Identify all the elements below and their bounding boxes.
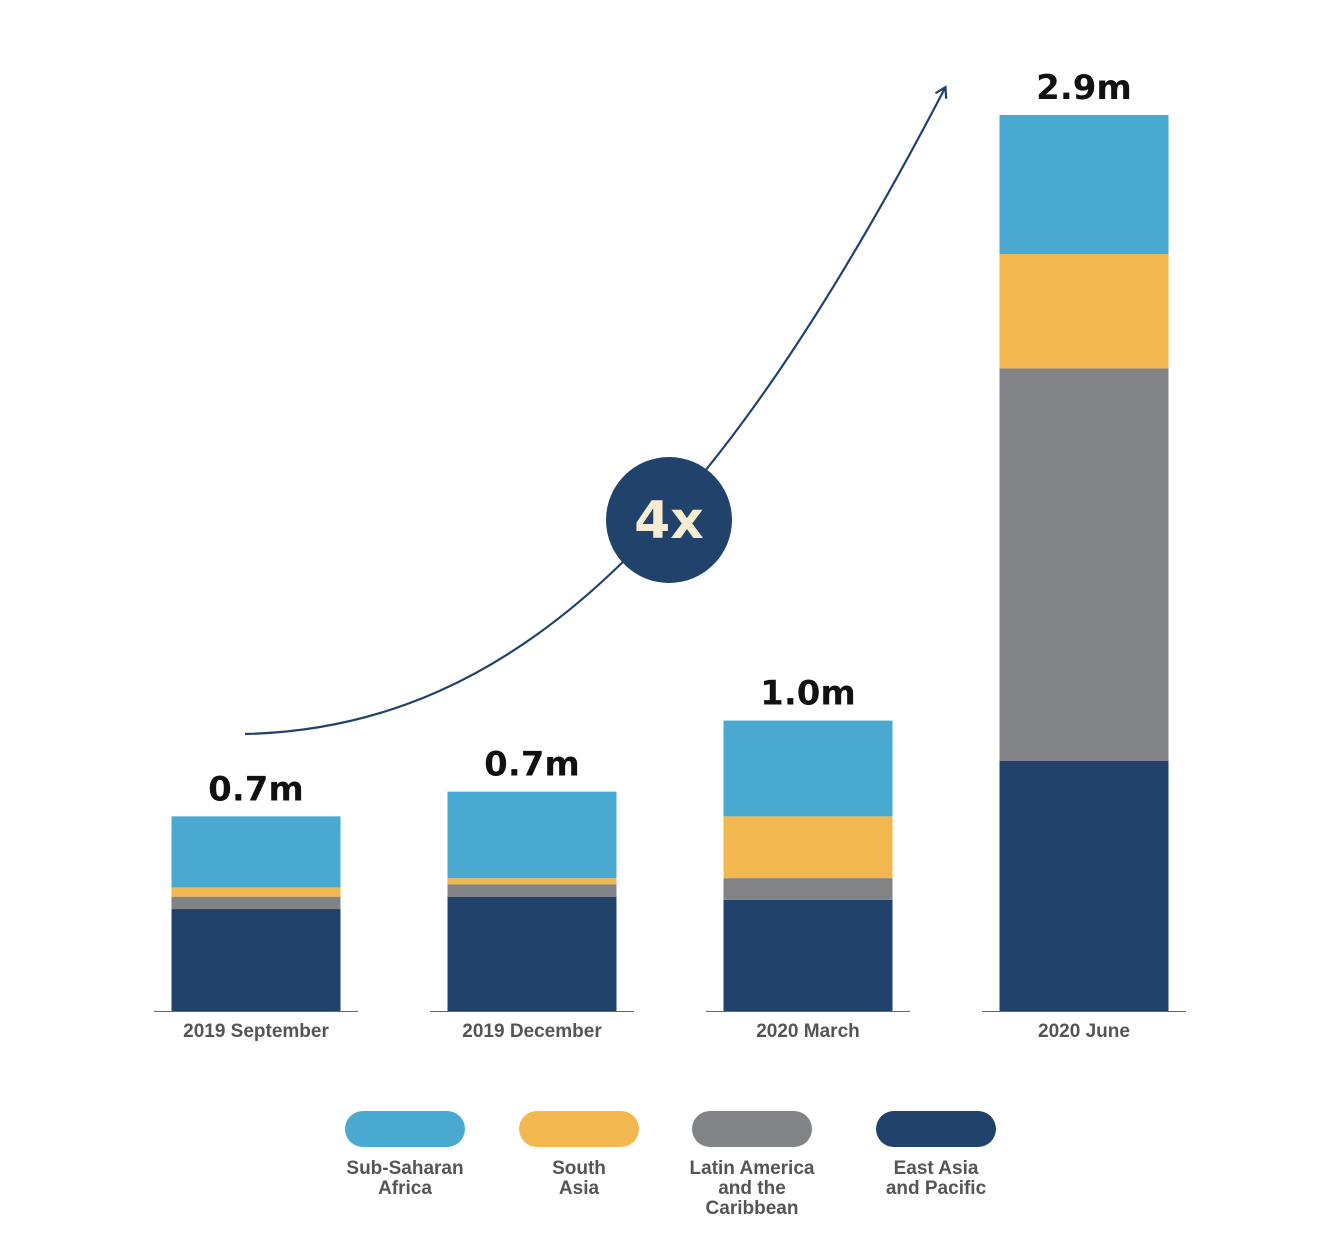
bar-total-label: 2.9m	[1036, 68, 1132, 108]
legend-swatch	[876, 1111, 996, 1147]
bar-segment	[171, 887, 341, 897]
bar-segment	[999, 368, 1169, 761]
growth-arrow	[244, 85, 948, 736]
category-labels-layer: 2019 September 2019 December 2020 March 202…	[183, 1021, 1130, 1042]
legend-label-line: Latin America	[690, 1158, 815, 1179]
legend-label-line: and Pacific	[886, 1178, 987, 1199]
bar-total-label: 0.7m	[208, 769, 304, 809]
legend-label-line: Africa	[378, 1178, 432, 1199]
legend-label-line: Sub-Saharan	[346, 1158, 463, 1179]
category-label: 2020 June	[1038, 1021, 1130, 1042]
bar-segment	[447, 896, 617, 1011]
bars-layer	[171, 115, 1169, 1011]
bar-segment	[171, 909, 341, 1011]
total-labels-layer: 0.7m 0.7m 1.0m 2.9m	[208, 68, 1132, 809]
bar-segment	[447, 878, 617, 885]
legend-label-line: South	[552, 1158, 606, 1179]
growth-arrow-annotation: 4x	[244, 85, 948, 736]
legend-label: East Asia and Pacific	[886, 1158, 987, 1199]
category-label: 2019 December	[462, 1021, 602, 1042]
legend-label-line: East Asia	[894, 1158, 979, 1179]
legend-swatch	[519, 1111, 639, 1147]
legend-label-line: Caribbean	[706, 1198, 799, 1219]
legend-label-line: Asia	[559, 1178, 600, 1199]
bar-segment	[171, 896, 341, 910]
bar-total-label: 0.7m	[484, 745, 580, 785]
bar-segment	[723, 720, 893, 817]
bar-segment	[447, 884, 617, 897]
bar-segment	[999, 760, 1169, 1011]
category-label: 2019 September	[183, 1021, 329, 1042]
legend-swatch	[692, 1111, 812, 1147]
growth-badge-label: 4x	[634, 491, 704, 551]
bar-segment	[723, 899, 893, 1011]
bar-segment	[723, 878, 893, 900]
category-label: 2020 March	[756, 1021, 860, 1042]
legend-swatch	[345, 1111, 465, 1147]
legend-label: South Asia	[552, 1158, 606, 1199]
legend-label: Sub-Saharan Africa	[346, 1158, 463, 1199]
growth-badge	[606, 457, 732, 583]
bar-segment	[723, 816, 893, 879]
bar-segment	[171, 816, 341, 888]
bar-segment	[447, 791, 617, 879]
bar-segment	[999, 254, 1169, 369]
bar-total-label: 1.0m	[760, 674, 856, 714]
legend-label-line: and the	[718, 1178, 786, 1199]
bar-segment	[999, 115, 1169, 255]
legend-label: Latin America and the Caribbean	[690, 1158, 815, 1219]
